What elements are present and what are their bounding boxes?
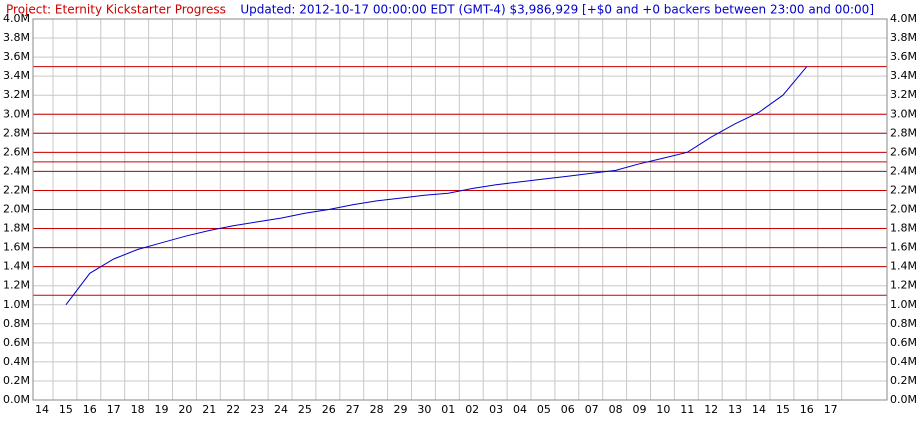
y-tick-label-right: 3.2M — [890, 88, 917, 101]
x-tick-label: 14 — [752, 403, 766, 416]
y-tick-label-right: 0.2M — [890, 374, 917, 387]
y-tick-label: 4.0M — [3, 12, 30, 25]
x-tick-label: 17 — [824, 403, 838, 416]
y-tick-label: 1.2M — [3, 279, 30, 292]
x-tick-label: 06 — [561, 403, 575, 416]
y-tick-label-right: 0.6M — [890, 336, 917, 349]
x-tick-label: 17 — [107, 403, 121, 416]
x-tick-label: 25 — [298, 403, 312, 416]
data-line — [65, 66, 808, 306]
x-tick-label: 04 — [513, 403, 527, 416]
x-tick-label: 16 — [800, 403, 814, 416]
x-tick-label: 07 — [585, 403, 599, 416]
y-tick-label-right: 3.4M — [890, 69, 917, 82]
y-tick-label: 0.4M — [3, 355, 30, 368]
y-tick-label-right: 2.2M — [890, 183, 917, 196]
x-tick-label: 05 — [537, 403, 551, 416]
y-tick-label: 1.4M — [3, 260, 30, 273]
x-tick-label: 10 — [656, 403, 670, 416]
x-tick-label: 30 — [417, 403, 431, 416]
x-tick-label: 22 — [226, 403, 240, 416]
y-tick-label-right: 0.4M — [890, 355, 917, 368]
x-tick-label: 16 — [83, 403, 97, 416]
chart-title: Project: Eternity Kickstarter Progress — [6, 3, 226, 17]
y-tick-label: 0.6M — [3, 336, 30, 349]
x-tick-label: 29 — [394, 403, 408, 416]
y-tick-label-right: 2.8M — [890, 126, 917, 139]
y-tick-label-right: 3.6M — [890, 50, 917, 63]
x-tick-label: 08 — [609, 403, 623, 416]
plot-frame — [32, 18, 888, 401]
y-tick-label: 2.6M — [3, 145, 30, 158]
y-tick-label-right: 0.0M — [890, 393, 917, 406]
x-tick-label: 15 — [59, 403, 73, 416]
x-tick-label: 09 — [633, 403, 647, 416]
y-tick-label-right: 3.8M — [890, 31, 917, 44]
x-tick-label: 20 — [178, 403, 192, 416]
y-tick-label: 3.0M — [3, 107, 30, 120]
y-tick-label: 1.6M — [3, 241, 30, 254]
y-tick-label: 2.8M — [3, 126, 30, 139]
y-tick-label: 2.2M — [3, 183, 30, 196]
y-tick-label: 1.0M — [3, 298, 30, 311]
y-tick-label-right: 1.8M — [890, 222, 917, 235]
x-tick-label: 18 — [131, 403, 145, 416]
x-tick-label: 28 — [370, 403, 384, 416]
x-tick-label: 23 — [250, 403, 264, 416]
y-tick-label: 0.8M — [3, 317, 30, 330]
x-tick-label: 14 — [35, 403, 49, 416]
y-tick-label-right: 1.2M — [890, 279, 917, 292]
y-tick-label-right: 2.4M — [890, 164, 917, 177]
y-tick-label-right: 2.6M — [890, 145, 917, 158]
x-tick-label: 03 — [489, 403, 503, 416]
x-tick-label: 01 — [441, 403, 455, 416]
y-tick-label: 0.0M — [3, 393, 30, 406]
y-tick-label: 1.8M — [3, 222, 30, 235]
y-tick-label: 3.2M — [3, 88, 30, 101]
x-tick-label: 12 — [704, 403, 718, 416]
y-tick-label-right: 1.4M — [890, 260, 917, 273]
y-tick-label: 3.4M — [3, 69, 30, 82]
y-tick-label: 0.2M — [3, 374, 30, 387]
x-tick-label: 26 — [322, 403, 336, 416]
x-tick-label: 27 — [346, 403, 360, 416]
y-tick-label: 3.6M — [3, 50, 30, 63]
x-tick-label: 11 — [680, 403, 694, 416]
y-tick-label-right: 4.0M — [890, 12, 917, 25]
y-tick-label-right: 0.8M — [890, 317, 917, 330]
x-tick-label: 24 — [274, 403, 288, 416]
x-tick-label: 02 — [465, 403, 479, 416]
x-tick-label: 19 — [155, 403, 169, 416]
y-tick-label-right: 3.0M — [890, 107, 917, 120]
y-tick-label: 2.4M — [3, 164, 30, 177]
y-tick-label-right: 1.0M — [890, 298, 917, 311]
chart-subtitle: Updated: 2012-10-17 00:00:00 EDT (GMT-4)… — [240, 3, 874, 17]
x-tick-label: 21 — [202, 403, 216, 416]
y-tick-label: 2.0M — [3, 203, 30, 216]
y-tick-label-right: 2.0M — [890, 203, 917, 216]
x-tick-label: 13 — [728, 403, 742, 416]
y-tick-label-right: 1.6M — [890, 241, 917, 254]
x-tick-label: 15 — [776, 403, 790, 416]
y-tick-label: 3.8M — [3, 31, 30, 44]
